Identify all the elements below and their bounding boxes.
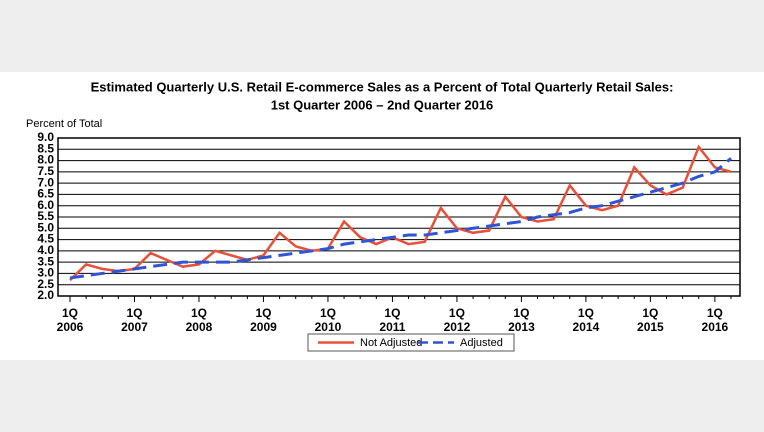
plot-frame <box>57 137 741 297</box>
x-tick-label: 1Q 2014 <box>573 306 600 334</box>
x-tick-label: 1Q 2012 <box>444 306 471 334</box>
legend-box <box>307 333 515 352</box>
chart-title: Estimated Quarterly U.S. Retail E-commer… <box>91 79 674 94</box>
y-tick-label: 9.0 <box>37 130 54 144</box>
y-axis-label: Percent of Total <box>26 118 102 130</box>
x-tick-label: 1Q 2015 <box>637 306 664 334</box>
y-tick-label: 5.5 <box>37 209 54 223</box>
y-tick-label: 8.0 <box>37 153 54 167</box>
x-tick-label: 1Q 2010 <box>315 306 342 334</box>
y-tick-label: 3.0 <box>37 266 54 280</box>
y-tick-label: 7.5 <box>37 164 54 178</box>
y-tick-label: 8.5 <box>37 141 54 155</box>
x-tick-label: 1Q 2016 <box>702 306 729 334</box>
y-tick-label: 6.0 <box>37 198 54 212</box>
chart-subtitle: 1st Quarter 2006 – 2nd Quarter 2016 <box>271 97 494 112</box>
x-tick-label: 1Q 2013 <box>508 306 535 334</box>
legend-label: Adjusted <box>460 337 503 349</box>
series-line <box>69 157 732 280</box>
x-tick-label: 1Q 2008 <box>186 306 213 334</box>
legend-label: Not Adjusted <box>360 337 422 349</box>
chart-background <box>0 72 764 360</box>
y-tick-label: 2.0 <box>37 288 54 302</box>
x-tick-label: 1Q 2006 <box>57 306 84 334</box>
y-tick-label: 5.0 <box>37 220 54 234</box>
y-tick-label: 4.5 <box>37 232 54 246</box>
x-tick-label: 1Q 2011 <box>379 306 405 334</box>
y-tick-label: 7.0 <box>37 175 54 189</box>
y-tick-label: 2.5 <box>37 277 54 291</box>
x-tick-label: 1Q 2009 <box>250 306 277 334</box>
x-tick-label: 1Q 2007 <box>121 306 148 334</box>
y-tick-label: 4.0 <box>37 243 54 257</box>
y-tick-label: 3.5 <box>37 254 54 268</box>
y-tick-label: 6.5 <box>37 187 54 201</box>
